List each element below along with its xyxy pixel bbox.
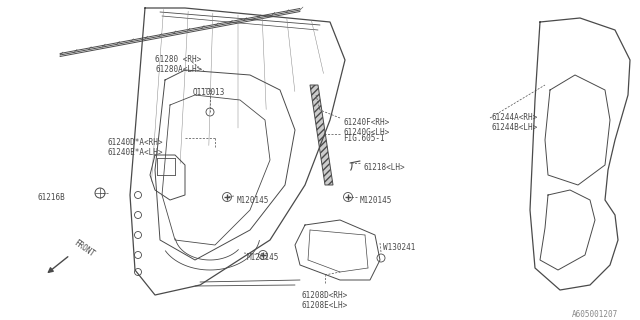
Text: 61240D*A<RH>
61240E*A<LH>: 61240D*A<RH> 61240E*A<LH> (108, 138, 163, 157)
Polygon shape (310, 85, 333, 185)
Text: 61280 <RH>
61280A<LH>: 61280 <RH> 61280A<LH> (155, 55, 201, 74)
Text: FIG.605-1: FIG.605-1 (343, 134, 385, 143)
Text: 61244A<RH>
61244B<LH>: 61244A<RH> 61244B<LH> (491, 113, 537, 132)
Text: M120145: M120145 (237, 196, 269, 205)
Text: M120145: M120145 (360, 196, 392, 205)
Text: 61208D<RH>
61208E<LH>: 61208D<RH> 61208E<LH> (302, 291, 348, 310)
Text: 61216B: 61216B (38, 193, 66, 202)
Text: A605001207: A605001207 (572, 310, 618, 319)
Text: 61240F<RH>
61240G<LH>: 61240F<RH> 61240G<LH> (343, 118, 389, 137)
Text: FRONT: FRONT (72, 238, 96, 259)
Text: M120145: M120145 (247, 253, 280, 262)
Text: W130241: W130241 (383, 243, 415, 252)
Text: 61218<LH>: 61218<LH> (364, 163, 406, 172)
Text: Q110013: Q110013 (193, 88, 225, 97)
